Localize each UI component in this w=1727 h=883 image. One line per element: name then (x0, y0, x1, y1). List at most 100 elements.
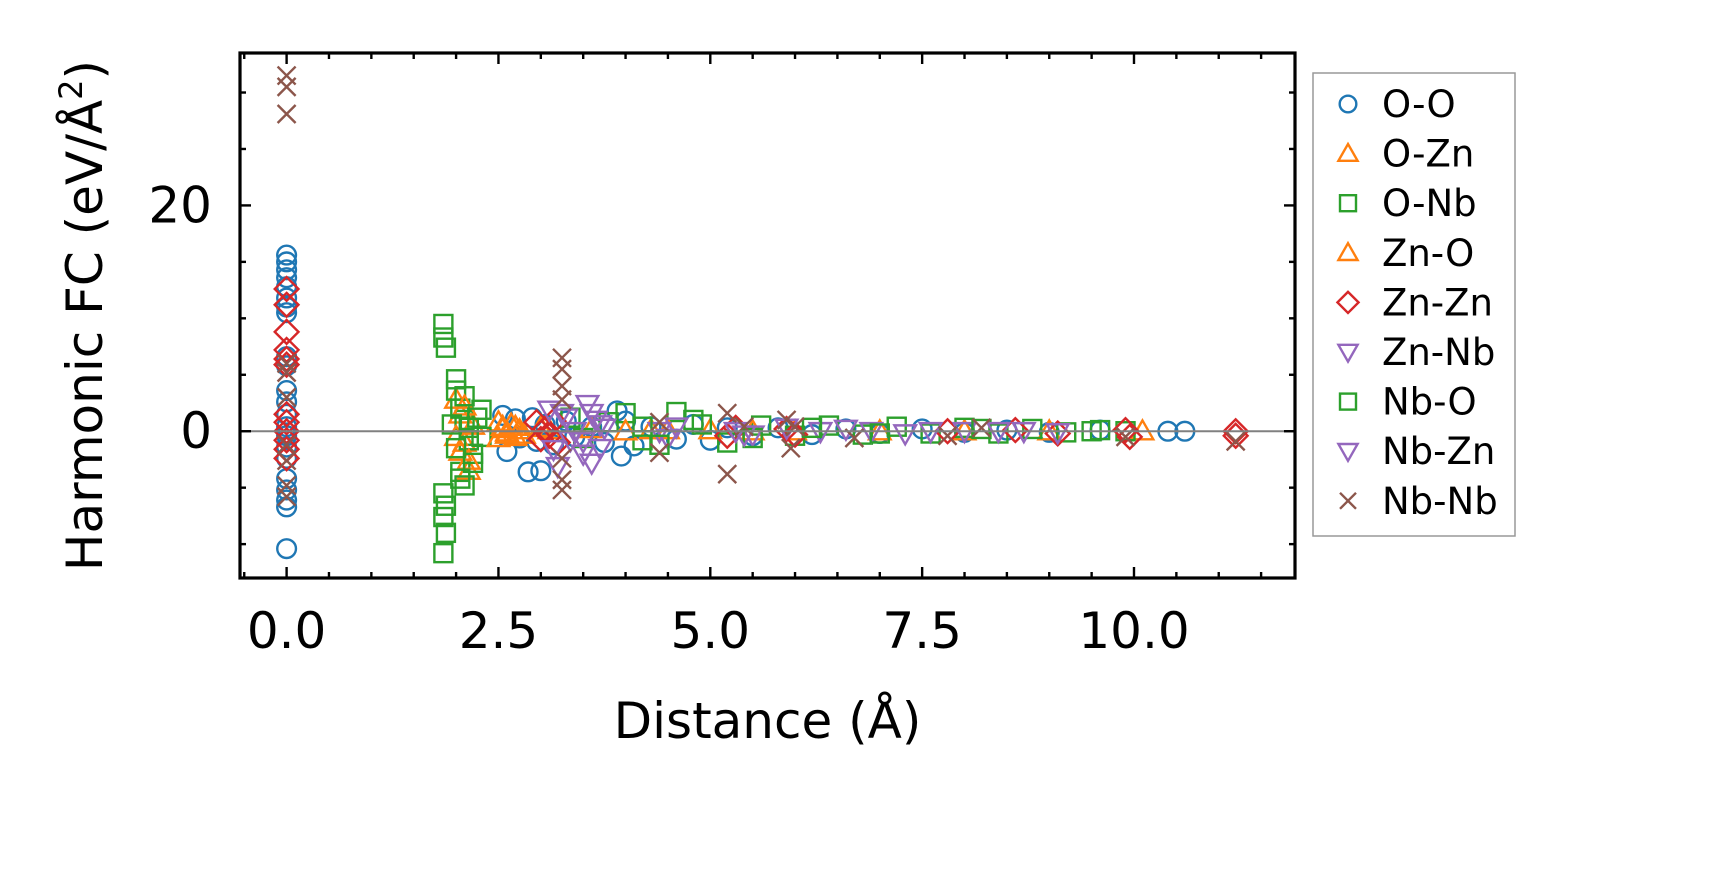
point-o-nb (433, 483, 454, 504)
legend: O-O O-Zn O-Nb Zn-O Zn-Zn Zn-Nb Nb-O Nb-Zn Nb-Nb (1312, 72, 1516, 537)
point-nb-nb (776, 410, 797, 430)
point-nb-o (450, 468, 471, 489)
legend-marker-o-nb (1338, 193, 1358, 213)
point-o-o (276, 380, 298, 402)
legend-label-nb-o: Nb-O (1382, 381, 1477, 424)
point-nb-nb-stroke-b (937, 425, 958, 446)
point-o-o (276, 302, 298, 324)
point-o-o (610, 445, 632, 467)
ticks-layer (240, 53, 1295, 578)
point-nb-nb-stroke-b (649, 412, 670, 433)
point-o-zn (782, 418, 808, 441)
point-nb-o (801, 417, 823, 439)
point-zn-zn (273, 291, 301, 319)
legend-marker-o-zn (1336, 141, 1360, 163)
point-o-zn (697, 416, 724, 440)
legend-item-nb-nb: Nb-Nb (1339, 480, 1498, 523)
point-nb-zn (917, 421, 944, 445)
point-o-zn (506, 416, 533, 440)
point-o-nb (1022, 418, 1043, 440)
point-zn-zn (273, 351, 301, 379)
point-o-o (716, 417, 738, 439)
series-o-o (276, 244, 1196, 560)
point-zn-o (443, 423, 469, 447)
point-nb-nb-stroke-b (276, 434, 297, 455)
point-nb-o (454, 386, 475, 407)
point-nb-nb (276, 353, 297, 374)
point-nb-nb (552, 448, 572, 469)
x-tick-label: 2.5 (459, 602, 539, 660)
point-nb-nb (276, 362, 297, 383)
point-nb-nb (552, 469, 572, 490)
point-nb-nb-stroke-b (734, 416, 755, 437)
point-nb-nb (276, 387, 297, 408)
point-nb-o (462, 452, 484, 474)
legend-item-nb-o: Nb-O (1338, 381, 1477, 424)
x-axis-label: Distance (Å) (614, 692, 922, 750)
y-axis-label: Harmonic FC (eV/Å2) (52, 60, 114, 571)
legend-item-nb-zn: Nb-Zn (1336, 430, 1495, 473)
point-nb-nb (734, 416, 755, 437)
point-nb-nb-stroke-b (276, 387, 297, 408)
legend-marker-nb-zn (1336, 442, 1360, 464)
point-nb-zn (985, 421, 1012, 445)
point-o-nb (433, 542, 454, 564)
point-nb-nb (552, 359, 572, 379)
legend-marker-nb-nb (1339, 491, 1357, 510)
x-tick-label: 5.0 (671, 602, 751, 660)
point-zn-nb (892, 424, 919, 447)
point-o-o (276, 489, 298, 511)
point-zn-zn (1111, 416, 1140, 444)
x-tick-label: 0.0 (247, 602, 327, 660)
point-o-o (1038, 421, 1060, 443)
point-zn-zn (273, 400, 301, 428)
point-o-nb (435, 522, 457, 544)
point-nb-nb (937, 425, 958, 446)
point-nb-nb (276, 434, 297, 455)
point-zn-nb (858, 421, 885, 445)
point-zn-zn (273, 318, 301, 346)
legend-marker-zn-zn (1335, 290, 1361, 315)
point-nb-zn (549, 403, 575, 427)
point-o-o (276, 251, 298, 273)
legend-item-o-o: O-O (1338, 83, 1456, 126)
legend-label-o-o: O-O (1382, 83, 1456, 126)
point-o-zn (866, 418, 893, 441)
point-zn-nb (951, 421, 978, 445)
y-tick-label: 20 (148, 176, 212, 234)
legend-marker-nb-o (1338, 392, 1358, 411)
point-zn-zn (273, 408, 301, 436)
legend-label-o-nb: O-Nb (1382, 182, 1477, 225)
point-zn-o (502, 413, 529, 437)
point-nb-nb (552, 389, 572, 410)
point-nb-nb-stroke-b (971, 417, 992, 438)
point-zn-nb (591, 418, 618, 442)
point-nb-nb-stroke-b (717, 464, 738, 484)
legend-item-o-zn: O-Zn (1336, 133, 1474, 176)
legend-marker-zn-nb (1336, 343, 1360, 365)
point-o-o (276, 287, 298, 309)
y-tick-label: 0 (180, 402, 212, 460)
point-zn-zn (539, 407, 568, 435)
x-tick-label: 7.5 (882, 602, 962, 660)
point-nb-nb-stroke-b (276, 77, 297, 97)
legend-items: O-O O-Zn O-Nb Zn-O Zn-Zn Zn-Nb Nb-O Nb-Zn Nb-Nb (1335, 83, 1498, 523)
point-nb-nb-stroke-b (276, 104, 297, 124)
legend-item-zn-zn: Zn-Zn (1335, 281, 1493, 324)
point-nb-zn (570, 444, 597, 468)
point-nb-nb (717, 464, 738, 484)
point-nb-nb (785, 416, 805, 437)
point-zn-o (612, 418, 639, 441)
point-nb-nb-stroke-b (276, 486, 297, 507)
point-nb-o (683, 409, 704, 431)
point-o-zn (443, 386, 469, 409)
point-zn-nb (1010, 421, 1037, 445)
point-o-nb (445, 369, 467, 390)
point-nb-nb-stroke-b (552, 389, 572, 410)
point-o-o (276, 267, 298, 289)
point-zn-nb (570, 432, 597, 455)
point-zn-zn (527, 425, 555, 453)
point-nb-nb-stroke-b (276, 362, 297, 383)
point-o-o (276, 538, 298, 560)
